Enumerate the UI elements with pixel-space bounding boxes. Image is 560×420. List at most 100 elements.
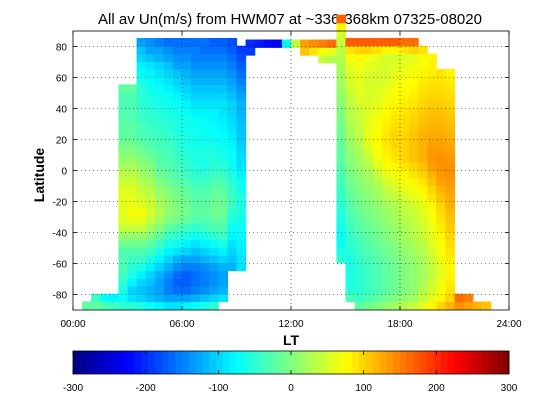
heatmap-cell bbox=[209, 53, 219, 62]
heatmap-cell bbox=[200, 301, 210, 310]
heatmap-cell bbox=[145, 223, 156, 233]
heatmap-cell bbox=[427, 76, 437, 86]
heatmap-cell bbox=[145, 192, 156, 202]
heatmap-cell bbox=[154, 123, 165, 132]
heatmap-cell bbox=[209, 123, 219, 132]
heatmap-cell bbox=[363, 192, 374, 202]
heatmap-cell bbox=[381, 301, 392, 310]
heatmap-cell bbox=[236, 262, 247, 272]
heatmap-cell bbox=[390, 53, 401, 62]
heatmap-cell bbox=[390, 92, 401, 101]
heatmap-cell bbox=[227, 231, 238, 241]
heatmap-cell bbox=[409, 61, 419, 70]
heatmap-cell bbox=[336, 130, 347, 140]
heatmap-cell bbox=[372, 76, 383, 86]
heatmap-cell bbox=[400, 45, 410, 55]
heatmap-cell bbox=[236, 247, 247, 256]
heatmap-cell bbox=[400, 169, 410, 179]
heatmap-cell bbox=[390, 123, 401, 132]
heatmap-cell bbox=[200, 107, 210, 117]
heatmap-cell bbox=[372, 192, 383, 202]
heatmap-cell bbox=[445, 115, 456, 124]
heatmap-cell bbox=[191, 138, 201, 148]
heatmap-cell bbox=[227, 123, 238, 132]
heatmap-cell bbox=[191, 115, 201, 124]
heatmap-cell bbox=[409, 208, 419, 217]
heatmap-cell bbox=[336, 239, 347, 248]
heatmap-cell bbox=[372, 208, 383, 217]
colorbar-segment bbox=[79, 351, 88, 374]
heatmap-cell bbox=[372, 115, 383, 124]
heatmap-cell bbox=[390, 239, 401, 248]
heatmap-cell bbox=[209, 192, 219, 202]
heatmap-cell bbox=[418, 262, 428, 272]
heatmap-cell bbox=[236, 146, 247, 155]
heatmap-cell bbox=[200, 76, 210, 86]
heatmap-cell bbox=[218, 239, 229, 248]
heatmap-cell bbox=[381, 270, 392, 279]
heatmap-cell bbox=[200, 247, 210, 256]
heatmap-cell bbox=[200, 293, 210, 303]
heatmap-cell bbox=[409, 68, 419, 78]
heatmap-cell bbox=[154, 239, 165, 248]
heatmap-cell bbox=[427, 293, 437, 303]
heatmap-cell bbox=[354, 45, 365, 55]
heatmap-cell bbox=[172, 216, 183, 225]
heatmap-cell bbox=[363, 53, 374, 62]
heatmap-cell bbox=[154, 61, 165, 70]
heatmap-cell bbox=[354, 239, 365, 248]
colorbar-segment bbox=[202, 351, 210, 374]
heatmap-cell bbox=[409, 270, 419, 279]
heatmap-cell bbox=[218, 177, 229, 186]
heatmap-cell bbox=[400, 68, 410, 78]
heatmap-cell bbox=[400, 231, 410, 241]
heatmap-cell bbox=[209, 254, 219, 264]
colorbar-segment bbox=[365, 351, 374, 374]
heatmap-cell bbox=[381, 99, 392, 109]
colorbar-segment bbox=[93, 351, 101, 374]
heatmap-cell bbox=[218, 45, 229, 55]
heatmap-cell bbox=[427, 92, 437, 101]
heatmap-cell bbox=[409, 107, 419, 117]
colorbar-segment bbox=[243, 351, 251, 374]
heatmap-cell bbox=[163, 223, 174, 233]
heatmap-cell bbox=[127, 84, 138, 93]
heatmap-cell bbox=[445, 262, 456, 272]
heatmap-cell bbox=[127, 146, 138, 155]
heatmap-cell bbox=[127, 239, 138, 248]
heatmap-cell bbox=[200, 84, 210, 93]
heatmap-cell bbox=[472, 301, 483, 310]
heatmap-cell bbox=[218, 146, 229, 155]
heatmap-cell bbox=[154, 278, 165, 287]
heatmap-cell bbox=[336, 30, 347, 39]
heatmap-cell bbox=[91, 301, 101, 310]
heatmap-cell bbox=[390, 76, 401, 86]
heatmap-cell bbox=[436, 169, 447, 179]
heatmap-cell bbox=[172, 37, 183, 47]
heatmap-cell bbox=[363, 301, 374, 310]
heatmap-cell bbox=[127, 123, 138, 132]
heatmap-cell bbox=[218, 84, 229, 93]
heatmap-cell bbox=[381, 76, 392, 86]
heatmap-cell bbox=[354, 262, 365, 272]
heatmap-cell bbox=[372, 53, 383, 62]
heatmap-cell bbox=[381, 53, 392, 62]
heatmap-cell bbox=[363, 254, 374, 264]
y-tick-label: 60 bbox=[56, 74, 68, 85]
heatmap-cell bbox=[209, 84, 219, 93]
heatmap-cell bbox=[381, 123, 392, 132]
y-tick-label: -80 bbox=[53, 291, 68, 302]
heatmap-cell bbox=[145, 239, 156, 248]
heatmap-cell bbox=[118, 99, 129, 109]
heatmap-cell bbox=[363, 37, 374, 47]
heatmap-cell bbox=[390, 45, 401, 55]
heatmap-cell bbox=[209, 107, 219, 117]
heatmap-cell bbox=[463, 301, 474, 310]
heatmap-cell bbox=[118, 231, 129, 241]
heatmap-cell bbox=[172, 254, 183, 264]
heatmap-cell bbox=[372, 130, 383, 140]
heatmap-cell bbox=[163, 185, 174, 194]
heatmap-cell bbox=[191, 301, 201, 310]
heatmap-cell bbox=[200, 231, 210, 241]
heatmap-cell bbox=[427, 247, 437, 256]
